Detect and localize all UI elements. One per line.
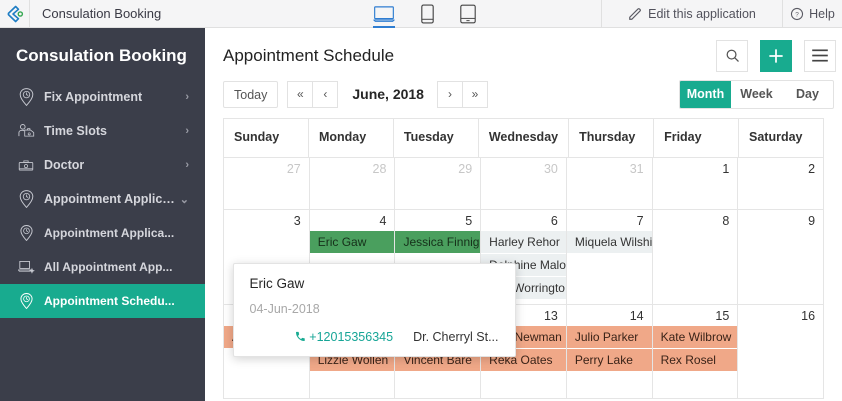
svg-text:?: ?: [795, 11, 799, 18]
